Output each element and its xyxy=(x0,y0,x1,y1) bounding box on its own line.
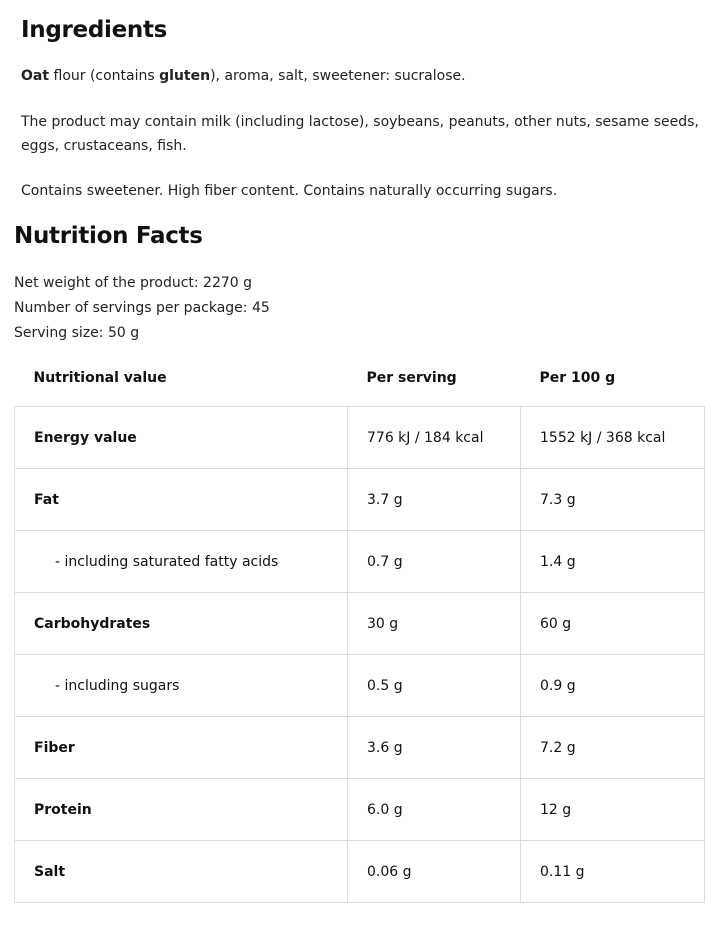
header-nutritional-value: Nutritional value xyxy=(33,370,167,386)
ingredient-oat: Oat xyxy=(21,68,50,84)
nutrient-name: - including saturated fatty acids xyxy=(14,530,348,593)
per-serving-value: 3.6 g xyxy=(347,716,521,779)
nutrition-table: Nutritional value Per serving Per 100 g … xyxy=(14,350,705,903)
per-serving-value: 0.06 g xyxy=(347,840,521,903)
ingredient-text: flour (contains xyxy=(49,68,160,84)
allergen-gluten: gluten xyxy=(159,68,211,84)
per-serving-value: 0.7 g xyxy=(347,530,521,593)
nutrient-name: Fiber xyxy=(14,716,348,779)
per-100g-value: 60 g xyxy=(520,592,705,655)
ingredient-text: ), aroma, salt, sweetener: sucralose. xyxy=(210,68,466,84)
nutrient-name: - including sugars xyxy=(14,654,348,717)
per-100g-value: 0.11 g xyxy=(520,840,705,903)
nutrient-name: Protein xyxy=(14,778,348,841)
per-100g-value: 1552 kJ / 368 kcal xyxy=(520,406,705,469)
table-row: Protein 6.0 g 12 g xyxy=(14,778,705,841)
per-serving-value: 6.0 g xyxy=(347,778,521,841)
nutrient-name: Energy value xyxy=(14,406,348,469)
ingredients-title: Ingredients xyxy=(21,17,168,43)
per-serving-value: 0.5 g xyxy=(347,654,521,717)
servings-per-package: Number of servings per package: 45 xyxy=(14,300,270,316)
table-row: Salt 0.06 g 0.11 g xyxy=(14,840,705,903)
per-serving-value: 3.7 g xyxy=(347,468,521,531)
per-100g-value: 12 g xyxy=(520,778,705,841)
table-row: Fat 3.7 g 7.3 g xyxy=(14,468,705,531)
table-row: Energy value 776 kJ / 184 kcal 1552 kJ / 3… xyxy=(14,406,705,469)
per-serving-value: 776 kJ / 184 kcal xyxy=(347,406,521,469)
per-100g-value: 7.2 g xyxy=(520,716,705,779)
nutrient-name: Salt xyxy=(14,840,348,903)
allergen-warning: The product may contain milk (including … xyxy=(21,114,699,154)
nutrient-name: Carbohydrates xyxy=(14,592,348,655)
per-100g-value: 1.4 g xyxy=(520,530,705,593)
table-row: - including sugars 0.5 g 0.9 g xyxy=(14,654,705,717)
header-per-100g: Per 100 g xyxy=(539,370,616,386)
header-per-serving: Per serving xyxy=(366,370,457,386)
table-row: - including saturated fatty acids 0.7 g 1.… xyxy=(14,530,705,593)
serving-size: Serving size: 50 g xyxy=(14,325,140,341)
table-row: Fiber 3.6 g 7.2 g xyxy=(14,716,705,779)
product-notes: Contains sweetener. High fiber content. … xyxy=(21,183,558,199)
net-weight: Net weight of the product: 2270 g xyxy=(14,275,253,291)
nutrient-name: Fat xyxy=(14,468,348,531)
product-info: Net weight of the product: 2270 g Number… xyxy=(14,271,270,346)
table-row: Carbohydrates 30 g 60 g xyxy=(14,592,705,655)
per-serving-value: 30 g xyxy=(347,592,521,655)
nutrition-title: Nutrition Facts xyxy=(14,223,203,249)
per-100g-value: 0.9 g xyxy=(520,654,705,717)
per-100g-value: 7.3 g xyxy=(520,468,705,531)
table-header: Nutritional value Per serving Per 100 g xyxy=(15,350,705,407)
ingredients-list: Oat flour (contains gluten), aroma, salt… xyxy=(21,64,711,88)
